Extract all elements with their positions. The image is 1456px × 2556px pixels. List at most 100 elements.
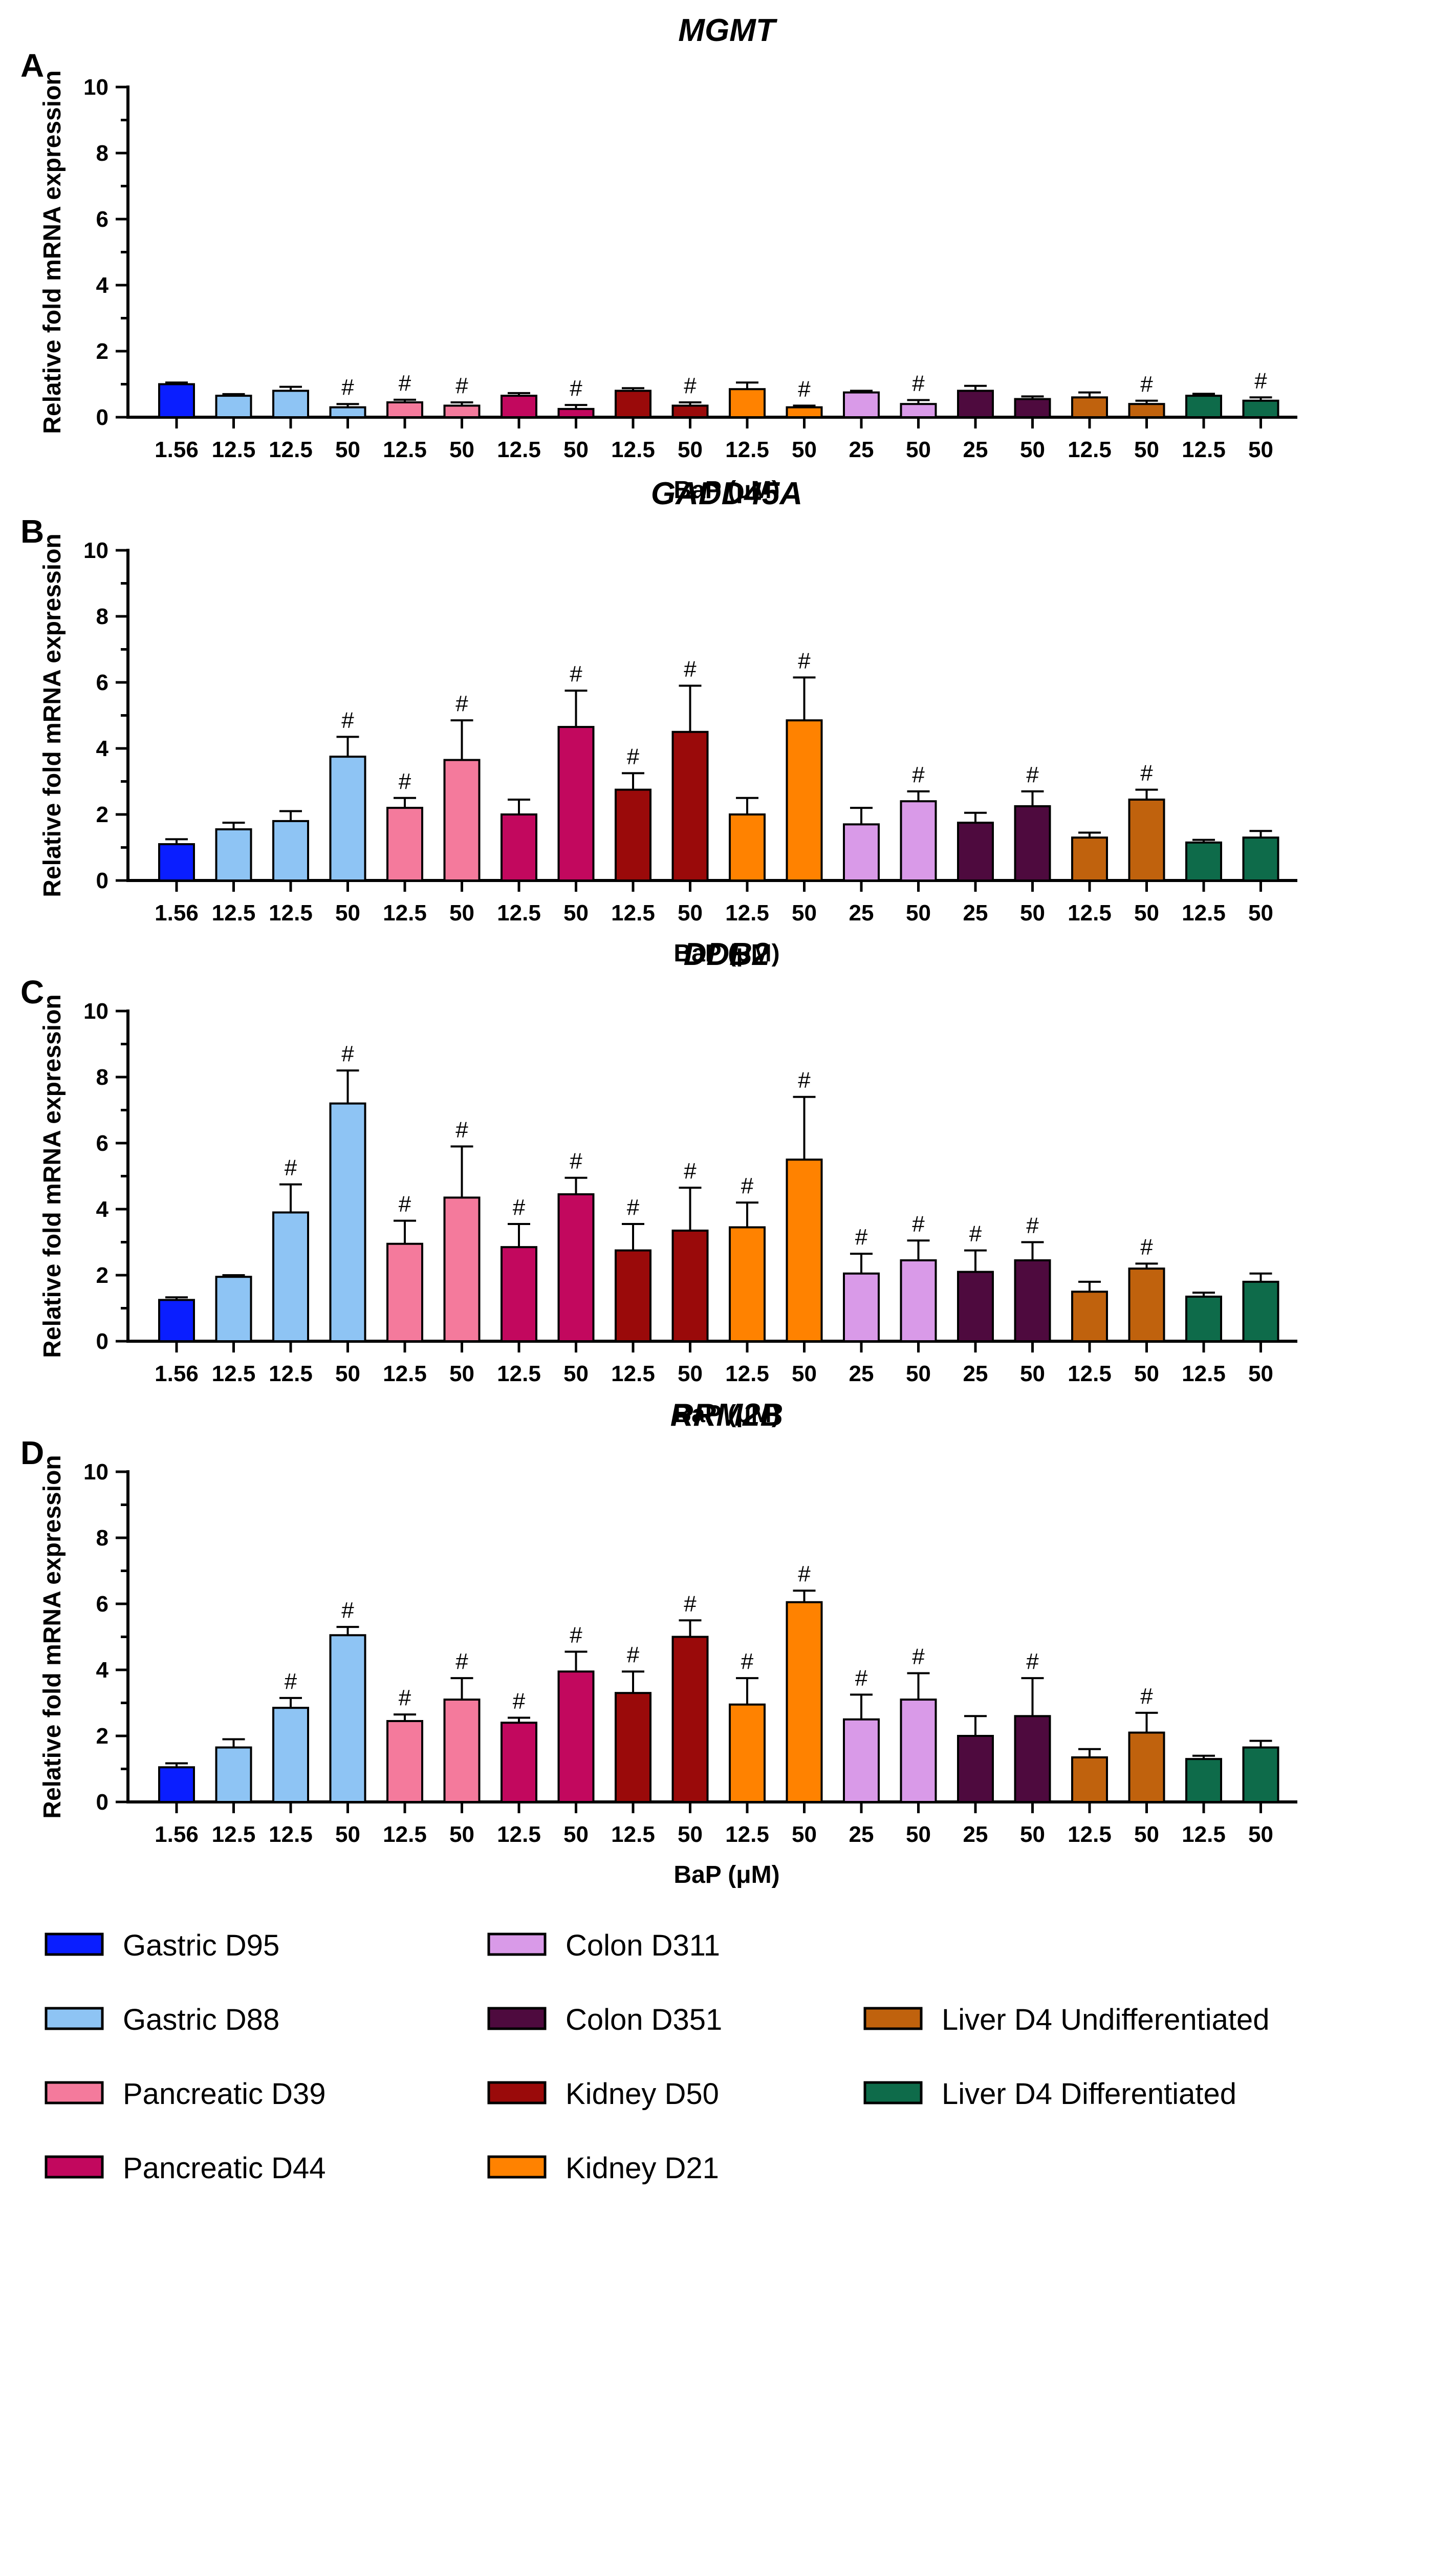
bar	[216, 396, 251, 417]
bar-group: #	[559, 1623, 594, 1802]
bar-group: #	[331, 1041, 365, 1341]
bar-group: #	[1244, 368, 1278, 417]
bar	[1186, 1297, 1221, 1341]
bar	[787, 1602, 822, 1802]
panel-title: DDB2	[684, 937, 770, 972]
bar-group	[1072, 393, 1107, 417]
legend-swatch	[489, 2157, 545, 2177]
bar-group: #	[844, 1225, 879, 1341]
bar	[787, 720, 822, 880]
x-tick-label: 50	[1248, 900, 1273, 926]
legend-label: Kidney D50	[566, 2077, 719, 2111]
bar-group	[1186, 1293, 1221, 1341]
legend-label: Pancreatic D39	[123, 2077, 326, 2111]
legend-item: Pancreatic D44	[46, 2152, 326, 2185]
bar-group: #	[1129, 1234, 1164, 1341]
bar	[559, 1194, 594, 1341]
bar-group	[159, 1297, 194, 1341]
x-tick-label: 12.5	[497, 437, 541, 462]
x-tick-label: 12.5	[725, 1361, 769, 1386]
bar-group	[159, 839, 194, 880]
x-tick-label: 1.56	[155, 900, 199, 926]
significance-marker: #	[684, 1591, 697, 1616]
legend-swatch	[489, 2008, 545, 2029]
x-tick-label: 12.5	[1068, 437, 1112, 462]
bar-group: #	[673, 1591, 708, 1802]
bar	[1244, 837, 1278, 880]
bar-group: #	[730, 1173, 765, 1341]
y-tick-label: 4	[96, 1197, 109, 1222]
bar-group: #	[787, 376, 822, 417]
y-tick-label: 10	[83, 75, 108, 100]
bar-group: #	[1015, 1649, 1050, 1802]
y-axis-label: Relative fold mRNA expression	[39, 994, 66, 1358]
x-tick-label: 50	[1020, 1822, 1045, 1847]
bar	[1129, 404, 1164, 417]
panel-B: BGADD45A0246810Relative fold mRNA expres…	[20, 476, 1297, 967]
bar	[331, 757, 365, 880]
bar	[159, 844, 194, 880]
bar-group	[1072, 1749, 1107, 1802]
bar	[1244, 1282, 1278, 1341]
bar	[387, 1244, 422, 1341]
bar-group: #	[901, 762, 936, 880]
significance-marker: #	[1026, 762, 1039, 787]
legend-swatch	[46, 2157, 102, 2177]
legend-item: Liver D4 Differentiated	[865, 2077, 1236, 2111]
x-tick-label: 50	[1134, 437, 1159, 462]
significance-marker: #	[341, 1598, 354, 1623]
significance-marker: #	[1140, 1684, 1153, 1709]
bar-group: #	[616, 744, 650, 880]
significance-marker: #	[1026, 1213, 1039, 1238]
x-tick-label: 50	[792, 1361, 817, 1386]
bar-group	[159, 382, 194, 417]
x-tick-label: 12.5	[269, 1822, 313, 1847]
y-tick-label: 2	[96, 339, 108, 364]
legend-item: Pancreatic D39	[46, 2077, 326, 2111]
legend-swatch	[865, 2008, 921, 2029]
bar-group: #	[1129, 1684, 1164, 1802]
x-tick-label: 50	[563, 437, 589, 462]
legend-swatch	[489, 1934, 545, 1954]
x-tick-label: 50	[1248, 437, 1273, 462]
x-tick-label: 50	[449, 1822, 474, 1847]
bar	[958, 1736, 993, 1802]
bar-group: #	[787, 1561, 822, 1802]
bar-group: #	[445, 1117, 480, 1341]
x-tick-label: 50	[335, 900, 360, 926]
x-tick-label: 25	[849, 437, 874, 462]
bar-group	[958, 386, 993, 417]
x-tick-label: 12.5	[269, 900, 313, 926]
bar-group	[1186, 1756, 1221, 1802]
bar-group	[273, 387, 308, 417]
x-tick-label: 12.5	[497, 1822, 541, 1847]
significance-marker: #	[1254, 368, 1267, 393]
bar	[445, 760, 480, 880]
x-tick-label: 50	[335, 1361, 360, 1386]
bar	[216, 1277, 251, 1341]
legend-item: Liver D4 Undifferentiated	[865, 2003, 1270, 2036]
bar-group: #	[387, 769, 422, 880]
bar-group	[1244, 1274, 1278, 1341]
bar-group: #	[445, 373, 480, 417]
y-tick-label: 8	[96, 1526, 108, 1551]
bar	[1072, 837, 1107, 880]
bar-group	[1072, 832, 1107, 880]
bar-group	[958, 1716, 993, 1802]
y-tick-label: 0	[96, 868, 108, 893]
bar-group: #	[844, 1665, 879, 1802]
x-tick-label: 12.5	[212, 1361, 256, 1386]
bar	[673, 1231, 708, 1341]
bar	[387, 808, 422, 880]
x-tick-label: 12.5	[383, 1361, 427, 1386]
bar	[787, 1159, 822, 1341]
panel-C: CDDB20246810Relative fold mRNA expressio…	[20, 937, 1297, 1428]
x-tick-label: 25	[963, 1822, 988, 1847]
bar	[844, 824, 879, 880]
bar	[445, 1197, 480, 1341]
y-tick-label: 0	[96, 1329, 108, 1354]
bar-group: #	[1015, 1213, 1050, 1342]
bar	[1072, 397, 1107, 417]
x-tick-label: 12.5	[269, 1361, 313, 1386]
